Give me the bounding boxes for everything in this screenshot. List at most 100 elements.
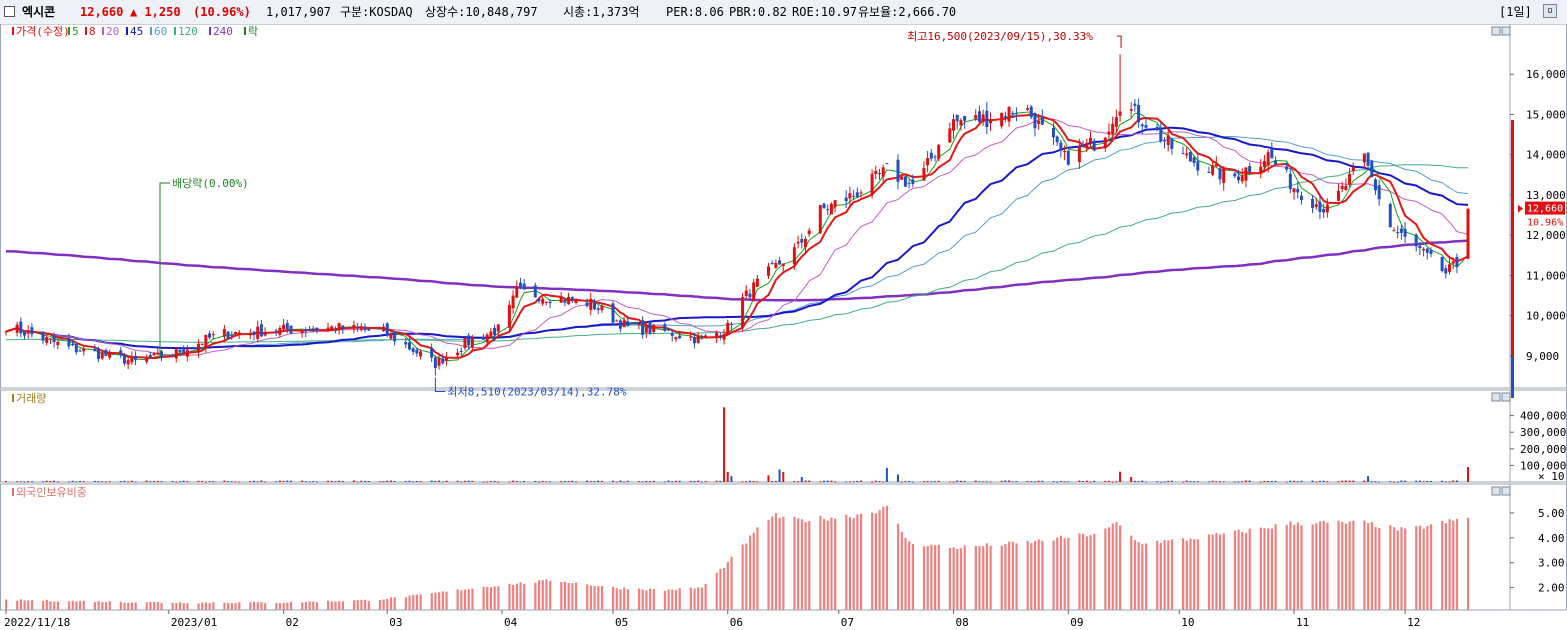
price-legend-label: 5 bbox=[72, 25, 79, 38]
candle-body bbox=[1037, 120, 1041, 124]
volume-bar bbox=[282, 480, 285, 482]
volume-bar bbox=[1444, 481, 1447, 483]
candle-body bbox=[752, 282, 756, 302]
foreign-ownership-bar bbox=[852, 518, 855, 610]
foreign-ownership-bar bbox=[1085, 536, 1088, 610]
candle-body bbox=[196, 343, 200, 353]
candle-body bbox=[1344, 185, 1348, 190]
ma45-line bbox=[5, 126, 1469, 350]
volume-bar bbox=[959, 480, 962, 482]
foreign-ownership-bar bbox=[549, 580, 552, 610]
volume-bar bbox=[963, 480, 966, 482]
volume-bar bbox=[1037, 480, 1040, 482]
foreign-ownership-bar bbox=[234, 603, 237, 610]
foreign-ownership-bar bbox=[1008, 541, 1011, 610]
candle-body bbox=[977, 111, 981, 122]
candle-body bbox=[78, 350, 82, 352]
foreign-ownership-bar bbox=[745, 543, 748, 610]
market-cap: 시총:1,373억 bbox=[563, 5, 640, 19]
y-tick-label: 13,000 bbox=[1526, 189, 1566, 202]
candle-body bbox=[855, 192, 859, 197]
foreign-ownership-bar bbox=[523, 583, 526, 610]
foreign-ownership-bar bbox=[730, 556, 733, 610]
volume-bar bbox=[1392, 481, 1395, 483]
candle-body bbox=[1266, 152, 1270, 166]
foreign-ownership-bar bbox=[700, 587, 704, 610]
foreign-ownership-bar bbox=[819, 515, 822, 610]
candle-body bbox=[766, 266, 770, 276]
candle-body bbox=[248, 332, 252, 336]
foreign-ownership-bar bbox=[1067, 537, 1070, 610]
foreign-ownership-bar bbox=[23, 600, 26, 610]
foreign-ownership-bar bbox=[75, 601, 78, 610]
candle-body bbox=[696, 335, 700, 343]
candle-body bbox=[463, 338, 467, 348]
volume-bar bbox=[264, 481, 267, 483]
volume-bar bbox=[612, 480, 615, 482]
foreign-ownership-bar bbox=[948, 548, 952, 610]
foreign-ownership-bar bbox=[471, 588, 474, 610]
y-tick-label: 11,000 bbox=[1526, 269, 1566, 282]
volume-bar bbox=[782, 472, 785, 482]
volume-bar bbox=[1163, 481, 1166, 483]
candle-body bbox=[537, 299, 541, 302]
volume-bar bbox=[1189, 481, 1192, 483]
candle-body bbox=[1103, 137, 1107, 149]
candle-body bbox=[259, 324, 263, 337]
pane-close-icon bbox=[1501, 486, 1511, 496]
candle-body bbox=[119, 350, 123, 356]
volume-bar bbox=[260, 480, 263, 482]
volume-bar bbox=[356, 481, 359, 483]
foreign-ownership-bar bbox=[1367, 523, 1370, 610]
candle-body bbox=[100, 352, 104, 359]
volume-bar bbox=[541, 481, 544, 483]
candle-body bbox=[1240, 176, 1244, 182]
volume-bar bbox=[53, 480, 56, 482]
candle-body bbox=[1299, 195, 1303, 201]
candle-body bbox=[518, 282, 522, 287]
candle-body bbox=[378, 327, 382, 330]
foreign-ownership-bar bbox=[1322, 521, 1325, 610]
candle-body bbox=[145, 357, 149, 362]
foreign-ownership-bar bbox=[1115, 522, 1118, 610]
foreign-ownership-bar bbox=[282, 603, 285, 610]
candle-body bbox=[1118, 111, 1122, 116]
volume-bar bbox=[234, 481, 237, 483]
candle-body bbox=[433, 357, 437, 368]
foreign-ownership-bar bbox=[930, 544, 933, 610]
candle-body bbox=[1077, 146, 1081, 162]
checkbox-icon[interactable] bbox=[4, 6, 15, 17]
volume-bar bbox=[1008, 480, 1011, 482]
volume-bar bbox=[948, 481, 951, 483]
foreign-ownership-bar bbox=[315, 602, 319, 610]
candle-body bbox=[289, 325, 293, 334]
current-price: 12,660 bbox=[80, 5, 124, 19]
foreign-ownership-bar bbox=[256, 602, 259, 610]
foreign-ownership-bar bbox=[82, 600, 85, 610]
candle-body bbox=[618, 320, 622, 329]
foreign-ownership-bar bbox=[393, 597, 396, 610]
retention-ratio: 유보율:2,666.70 bbox=[858, 5, 957, 19]
volume-bar bbox=[341, 481, 344, 483]
candle-body bbox=[567, 296, 571, 305]
foreign-ownership-bar bbox=[412, 594, 415, 610]
price-legend-label: 8 bbox=[89, 25, 96, 38]
volume-bar bbox=[645, 481, 648, 483]
foreign-ownership-bar bbox=[719, 568, 722, 610]
foreign-ownership-bar bbox=[978, 546, 981, 610]
window-restore-icon[interactable]: ▫ bbox=[1543, 4, 1557, 18]
candle-body bbox=[1092, 140, 1096, 151]
foreign-ownership-bar bbox=[1374, 527, 1377, 610]
volume-bar bbox=[1455, 480, 1458, 482]
period-selector[interactable]: [1일] bbox=[1499, 5, 1532, 19]
volume-bar bbox=[482, 481, 485, 483]
foreign-ownership-bar bbox=[1037, 539, 1040, 610]
candle-body bbox=[833, 200, 837, 208]
foreign-ownership-bar bbox=[845, 514, 848, 610]
volume-bar bbox=[1170, 480, 1173, 482]
foreign-ownership-bar bbox=[149, 601, 152, 610]
foreign-ownership-bar bbox=[360, 599, 363, 610]
volume-bar bbox=[593, 481, 596, 483]
foreign-ownership-bar bbox=[415, 594, 419, 610]
foreign-ownership-bar bbox=[1211, 534, 1214, 610]
